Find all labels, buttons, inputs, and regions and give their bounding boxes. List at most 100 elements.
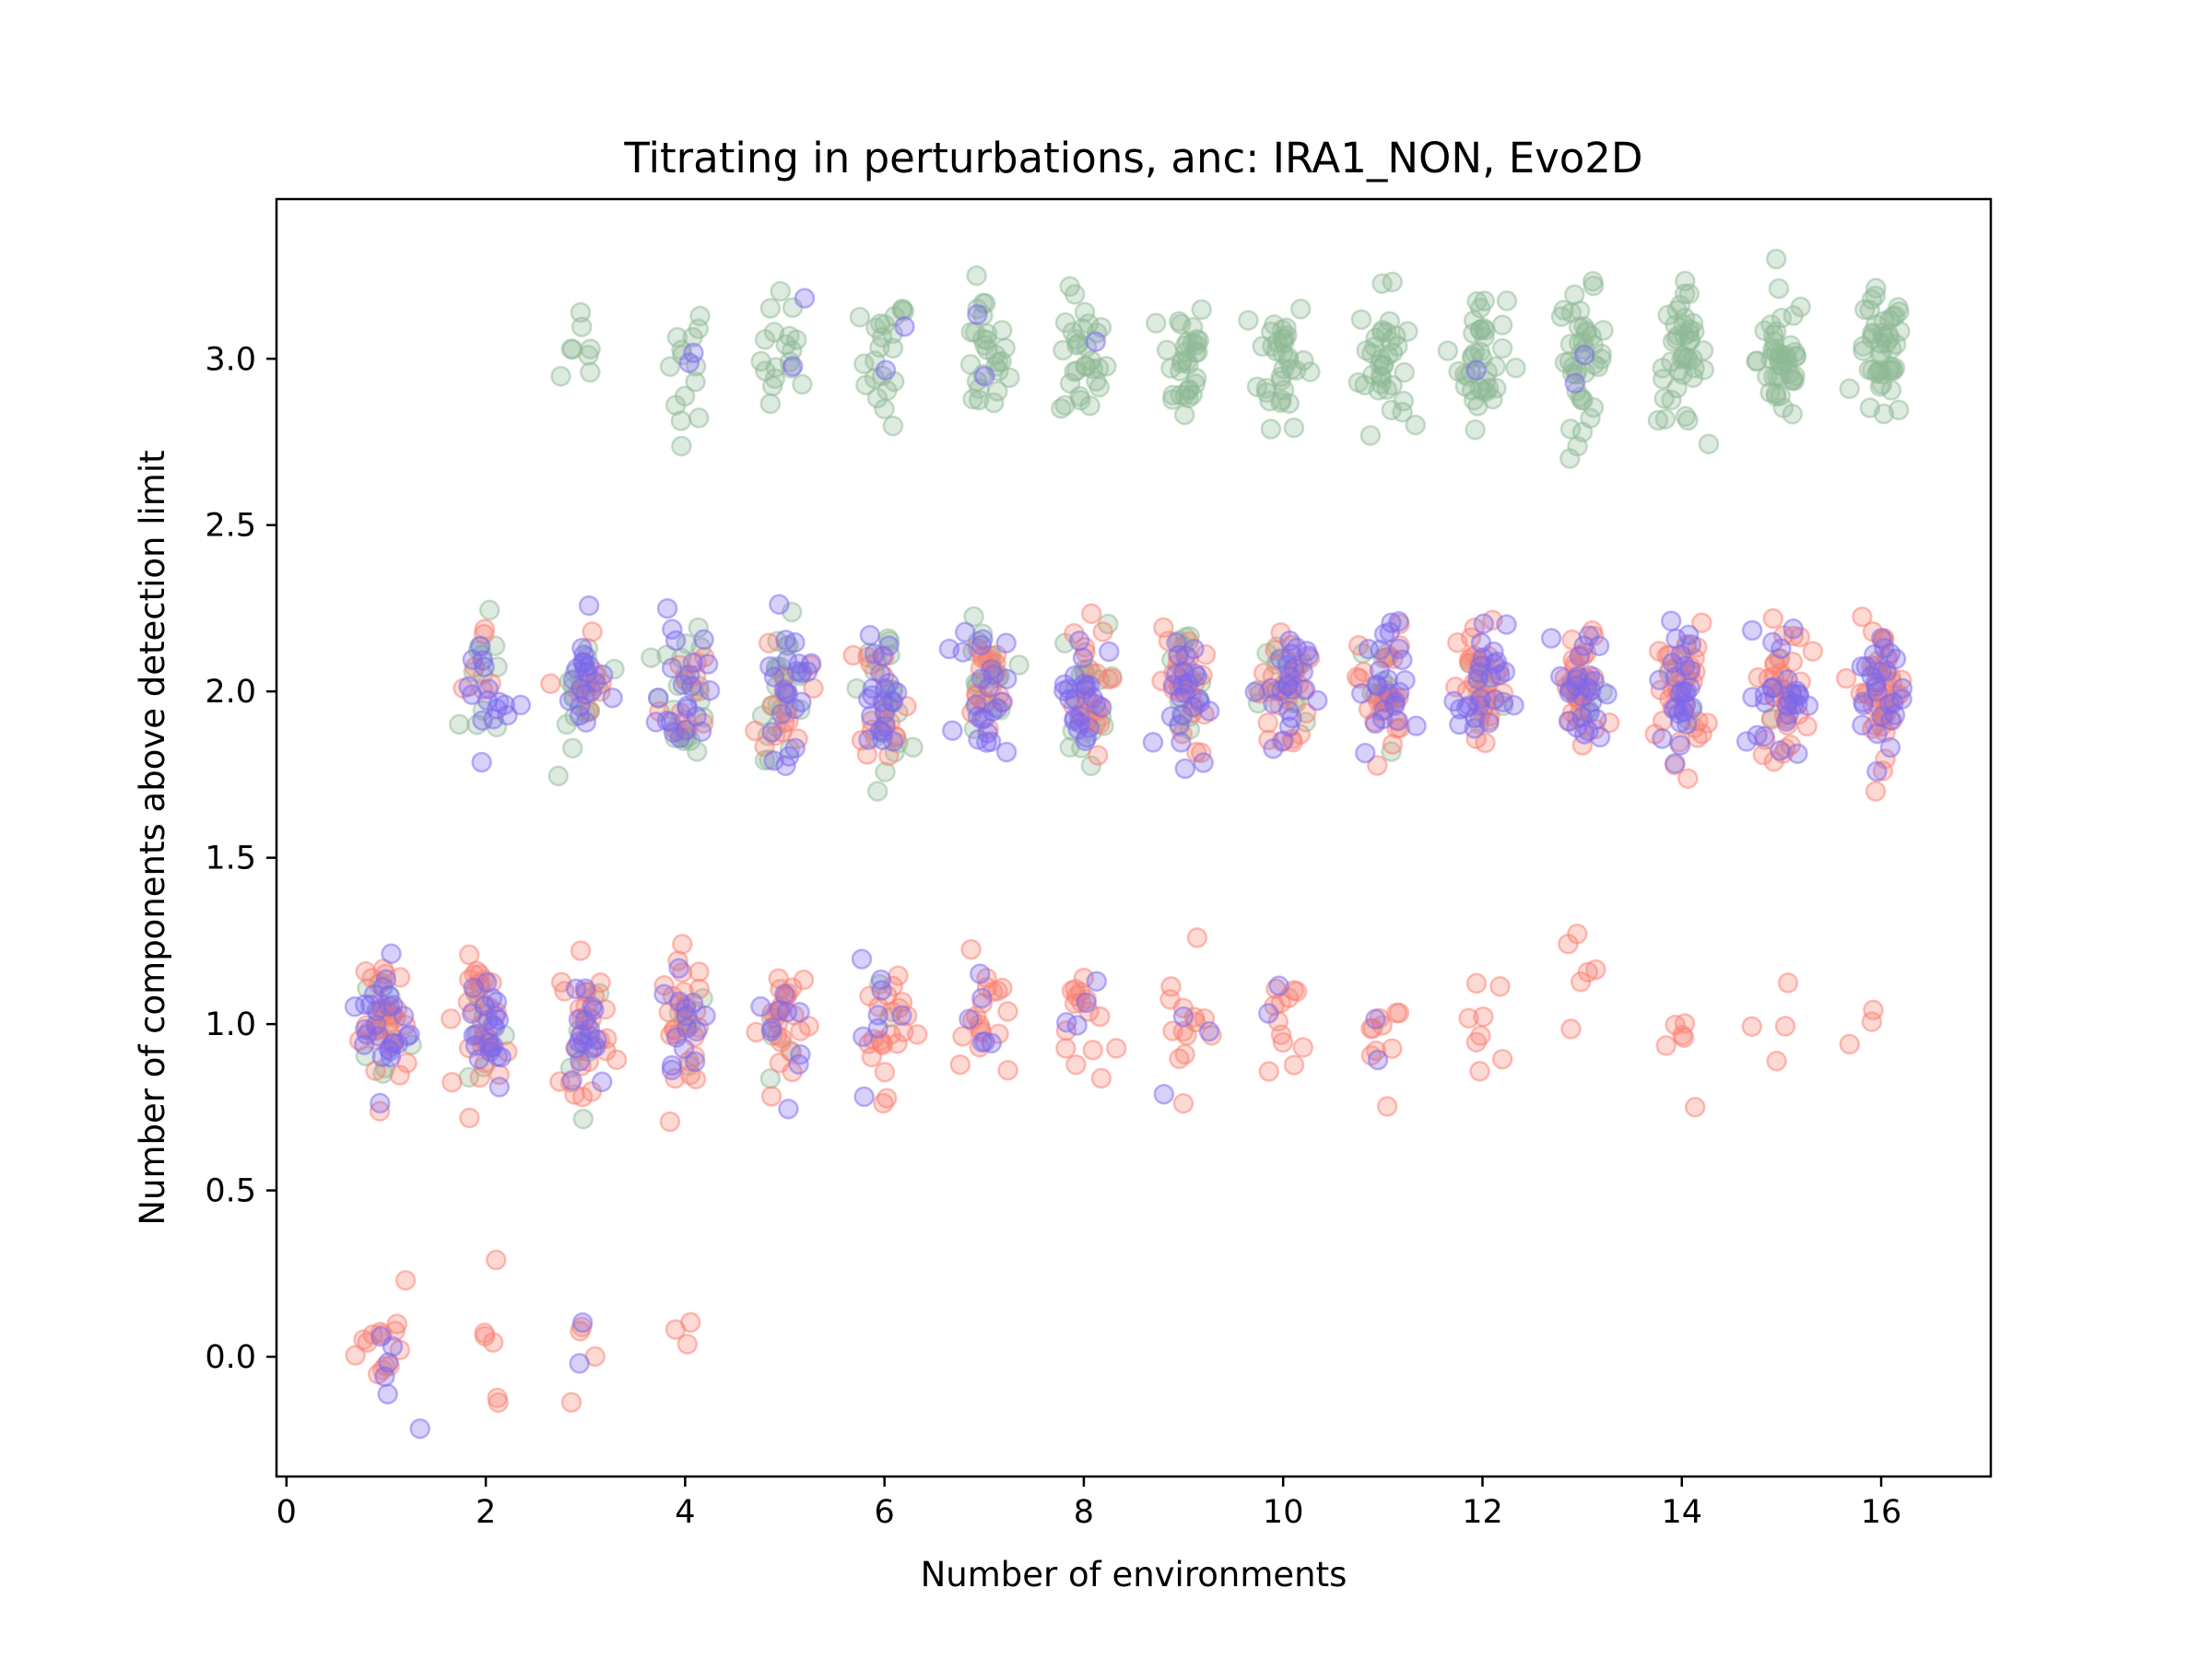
data-point bbox=[1055, 1038, 1077, 1059]
data-point bbox=[1075, 730, 1096, 752]
data-point bbox=[759, 393, 782, 415]
data-point bbox=[1662, 653, 1683, 674]
data-point bbox=[1839, 1033, 1861, 1055]
data-point bbox=[653, 983, 675, 1006]
data-point bbox=[380, 1046, 402, 1068]
data-point bbox=[1074, 301, 1096, 323]
data-point bbox=[1691, 612, 1712, 634]
data-point bbox=[1802, 641, 1824, 662]
data-point bbox=[1059, 372, 1081, 394]
data-point bbox=[1449, 699, 1471, 720]
data-point bbox=[1467, 395, 1488, 417]
data-point bbox=[1787, 743, 1808, 764]
data-point bbox=[760, 1086, 782, 1107]
data-point bbox=[673, 1038, 695, 1060]
data-point bbox=[645, 712, 667, 733]
data-point bbox=[685, 1068, 707, 1089]
data-point bbox=[381, 943, 402, 965]
data-point bbox=[1174, 682, 1195, 704]
data-point bbox=[1371, 373, 1392, 394]
data-point bbox=[1406, 715, 1427, 736]
data-point bbox=[604, 658, 625, 680]
data-point bbox=[1560, 1018, 1582, 1040]
data-point bbox=[750, 995, 771, 1018]
data-point bbox=[1755, 692, 1776, 713]
data-point bbox=[560, 1392, 582, 1413]
data-point bbox=[1680, 329, 1701, 351]
data-point bbox=[1665, 1014, 1686, 1036]
data-point bbox=[662, 618, 683, 641]
plot-frame bbox=[275, 197, 1993, 1478]
data-point bbox=[486, 1249, 507, 1271]
data-point bbox=[1088, 376, 1111, 398]
x-tick-label: 2 bbox=[476, 1494, 496, 1531]
data-point bbox=[562, 669, 584, 690]
data-point bbox=[1355, 742, 1376, 764]
data-point bbox=[580, 361, 601, 383]
data-point bbox=[1654, 408, 1677, 429]
data-point bbox=[1193, 752, 1214, 773]
data-point bbox=[976, 732, 997, 753]
y-axis-ticks: 0.0 0.5 1.0 1.5 2.0 2.5 3.0 bbox=[205, 341, 276, 1376]
data-point bbox=[684, 1051, 706, 1073]
data-point bbox=[761, 1018, 782, 1039]
data-point bbox=[1884, 357, 1906, 379]
data-point bbox=[371, 1325, 392, 1347]
data-point bbox=[1260, 418, 1282, 440]
data-point bbox=[1464, 718, 1485, 739]
data-point bbox=[483, 1035, 504, 1057]
data-point bbox=[1161, 389, 1183, 410]
data-point bbox=[1865, 781, 1887, 802]
data-point bbox=[1465, 1031, 1488, 1053]
data-point bbox=[1272, 1031, 1294, 1053]
data-point bbox=[1371, 273, 1393, 294]
data-point bbox=[1564, 372, 1586, 394]
data-point bbox=[482, 1015, 504, 1036]
data-point bbox=[1655, 1035, 1677, 1056]
data-point bbox=[1269, 648, 1291, 669]
y-tick-label: 0.5 bbox=[205, 1173, 256, 1210]
data-point bbox=[882, 691, 904, 712]
data-point bbox=[372, 977, 394, 998]
data-point bbox=[1572, 389, 1594, 411]
data-point bbox=[1569, 645, 1590, 667]
data-point bbox=[842, 644, 864, 666]
data-point bbox=[568, 1031, 590, 1053]
data-point bbox=[661, 1059, 683, 1081]
data-point bbox=[1741, 1016, 1763, 1038]
data-point bbox=[481, 987, 503, 1009]
data-point bbox=[1652, 368, 1674, 390]
data-point bbox=[853, 1086, 875, 1108]
data-point bbox=[1055, 1011, 1077, 1033]
data-point bbox=[1265, 978, 1287, 1000]
data-point bbox=[582, 621, 603, 642]
data-point bbox=[1257, 712, 1278, 734]
data-point bbox=[1790, 296, 1811, 318]
data-point bbox=[1085, 331, 1107, 352]
data-point bbox=[1191, 299, 1212, 321]
data-point bbox=[1492, 691, 1514, 713]
data-point bbox=[1684, 1097, 1706, 1118]
data-point bbox=[1238, 310, 1259, 331]
data-point bbox=[1184, 663, 1206, 684]
data-point bbox=[997, 1001, 1018, 1022]
data-point bbox=[878, 635, 900, 656]
data-point bbox=[1244, 681, 1266, 703]
data-point bbox=[569, 1353, 590, 1374]
data-point bbox=[1170, 360, 1191, 382]
data-point bbox=[1462, 347, 1483, 369]
data-point bbox=[1674, 655, 1696, 677]
data-point bbox=[982, 700, 1004, 722]
data-point bbox=[758, 632, 780, 653]
data-point bbox=[859, 624, 881, 646]
data-point bbox=[1065, 688, 1086, 711]
x-tick-label: 4 bbox=[675, 1494, 695, 1531]
data-point bbox=[1465, 972, 1488, 994]
data-point bbox=[968, 389, 990, 411]
data-point bbox=[1762, 607, 1784, 629]
data-point bbox=[1862, 322, 1883, 344]
data-point bbox=[482, 1332, 504, 1353]
data-point bbox=[1258, 1061, 1280, 1082]
data-point bbox=[893, 1021, 914, 1042]
x-tick-label: 10 bbox=[1263, 1494, 1304, 1531]
